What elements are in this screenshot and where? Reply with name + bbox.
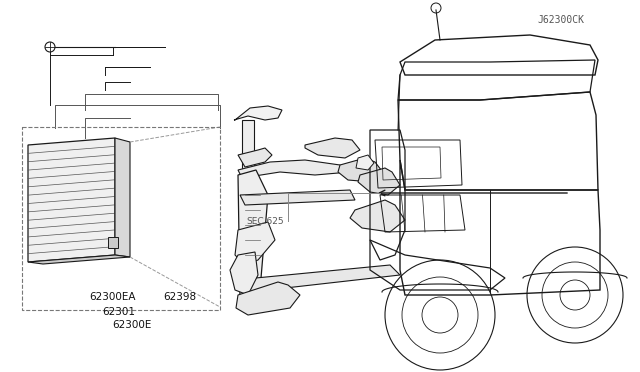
Polygon shape: [350, 200, 405, 232]
Polygon shape: [338, 158, 385, 182]
Polygon shape: [242, 120, 254, 175]
Polygon shape: [358, 168, 400, 195]
Polygon shape: [28, 255, 130, 264]
Text: 62300EA: 62300EA: [89, 292, 136, 302]
Text: J62300CK: J62300CK: [537, 15, 584, 25]
Polygon shape: [108, 237, 118, 248]
Polygon shape: [238, 170, 268, 300]
Polygon shape: [115, 138, 130, 257]
Polygon shape: [305, 138, 360, 158]
Polygon shape: [356, 155, 374, 170]
Polygon shape: [238, 160, 350, 178]
Polygon shape: [230, 252, 258, 295]
Polygon shape: [235, 265, 400, 292]
Polygon shape: [240, 190, 355, 205]
Polygon shape: [236, 282, 300, 315]
Polygon shape: [238, 148, 272, 167]
Text: 62398: 62398: [163, 292, 196, 302]
Polygon shape: [28, 138, 115, 262]
Polygon shape: [234, 106, 282, 120]
Text: 62301: 62301: [102, 307, 135, 317]
Polygon shape: [235, 222, 275, 265]
Text: SEC.625: SEC.625: [246, 217, 284, 225]
Text: 62300E: 62300E: [112, 320, 152, 330]
